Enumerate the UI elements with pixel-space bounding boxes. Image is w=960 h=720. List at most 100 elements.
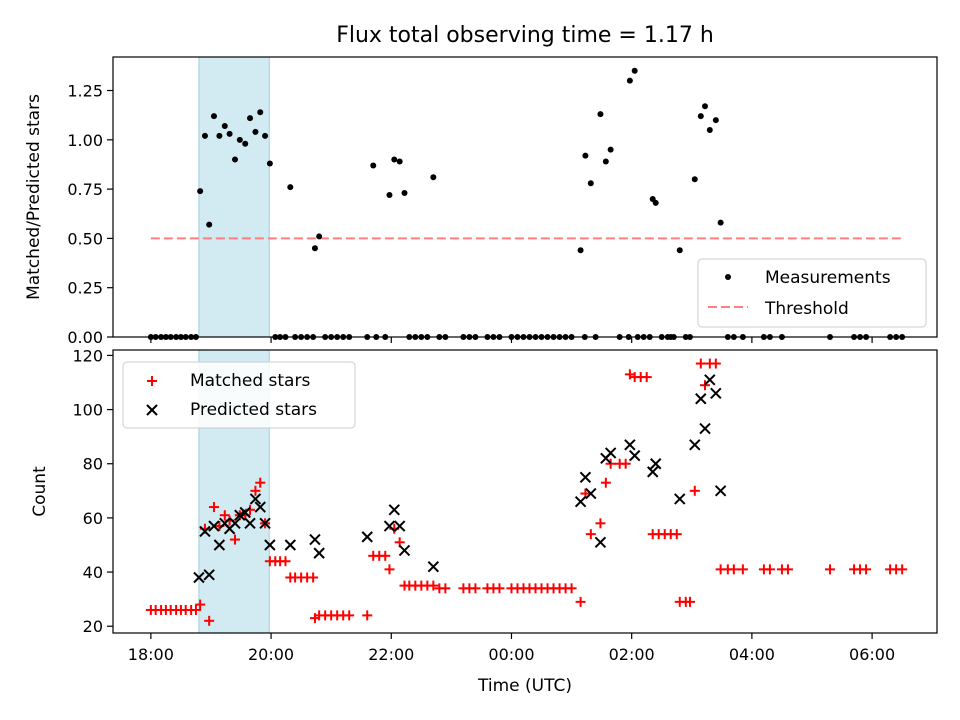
predicted-star-point [259,517,271,530]
predicted-star-point [234,509,246,521]
top-ytick-label: 1.25 [67,82,103,101]
matched-star-point [737,564,748,575]
predicted-star-point [674,493,686,505]
predicted-star-point [208,520,220,532]
measurement-point [391,156,398,163]
legend-threshold-label: Threshold [764,299,849,319]
matched-star-point [728,564,739,575]
bottom-legend: Matched stars Predicted stars [122,361,356,429]
predicted-x-b [579,471,592,483]
predicted-x-b [193,571,205,584]
top-ytick-label: 0.00 [67,328,103,347]
predicted-x-b [199,525,211,538]
measurement-point [577,247,584,254]
measurement-point [602,158,609,165]
predicted-x-b [689,439,701,451]
top-axes-frame [112,56,938,338]
predicted-x-b [264,539,276,551]
measurement-point [631,67,638,74]
xtick-label: 06:00 [849,645,895,664]
matched-star-point [428,580,439,591]
measurement-point [607,146,614,153]
top-ytick-label: 0.75 [67,180,103,199]
predicted-x-b [361,531,373,543]
measurement-point [587,180,594,187]
measurement-point [676,247,683,254]
matched-star-point [595,518,606,529]
matched-star-point [700,380,711,391]
matched-star-point [897,564,908,575]
predicted-x-b [594,536,607,548]
predicted-x-b [695,393,707,405]
measurement-point [247,115,254,122]
predicted-star-point [203,569,215,581]
matched-star-point [440,583,451,594]
predicted-star-point [650,458,662,470]
predicted-x-b [647,466,659,478]
bottom-ytick-label: 80 [83,455,103,474]
measurement-point [287,184,294,191]
matched-star-point [695,358,706,369]
predicted-star-point [699,422,711,435]
predicted-star-point [689,439,701,451]
predicted-x-b [244,517,256,530]
bottom-ytick-label: 120 [72,346,103,365]
measurement-point [252,128,259,135]
chart-title: Flux total observing time = 1.17 h [336,23,714,48]
predicted-star-point [704,374,716,386]
xtick-label: 18:00 [128,645,174,664]
top-legend: Measurements Threshold [697,258,927,328]
predicted-x-b [313,547,325,559]
xtick-label: 04:00 [729,645,775,664]
matched-star-point [861,564,872,575]
matched-star-point [671,529,682,540]
predicted-star-point [604,447,617,459]
bottom-ytick-label: 100 [72,401,103,420]
matched-star-point [195,599,206,610]
matched-star-point [585,529,596,540]
predicted-star-point [361,531,373,543]
predicted-x-b [229,517,241,530]
matched-star-point [494,583,505,594]
matched-star-point [825,564,836,575]
matched-star-point [684,596,695,607]
predicted-x-b [239,506,251,519]
bottom-ytick-label: 40 [83,563,103,582]
top-ytick-label: 0.25 [67,279,103,298]
predicted-star-point [213,539,226,551]
measurement-point [221,123,228,130]
predicted-x-b [249,493,262,505]
measurement-point [717,219,724,226]
top-ylabel: Matched/Predicted stars [24,94,44,300]
predicted-star-point [229,517,241,530]
predicted-star-point [398,544,411,557]
predicted-star-point [199,525,211,538]
predicted-x-b [714,485,727,497]
matched-star-point [255,477,266,488]
predicted-star-point [624,439,636,451]
predicted-x-b [674,493,686,505]
predicted-star-point [244,517,256,530]
predicted-star-point [585,487,597,500]
measurement-point [226,130,233,137]
measurement-point [386,192,393,199]
xtick-label: 00:00 [488,645,534,664]
measurement-point [266,160,273,167]
predicted-star-point [383,520,396,532]
top-panel: 0.00 0.25 0.50 0.75 1.00 1.25 Matched/Predicte… [24,56,938,347]
predicted-star-point [264,539,276,551]
predicted-star-point [239,506,251,519]
predicted-star-point [574,495,587,508]
predicted-x-b [710,387,722,400]
predicted-star-point [309,533,321,546]
matched-star-point [190,604,201,615]
measurement-point [257,109,264,116]
top-ytick-label: 1.00 [67,131,103,150]
predicted-x-b [309,533,321,546]
predicted-star-point [388,504,400,516]
predicted-star-point [714,485,727,497]
top-ytick-label: 0.50 [67,229,103,248]
bottom-ytick-label: 20 [83,617,103,636]
